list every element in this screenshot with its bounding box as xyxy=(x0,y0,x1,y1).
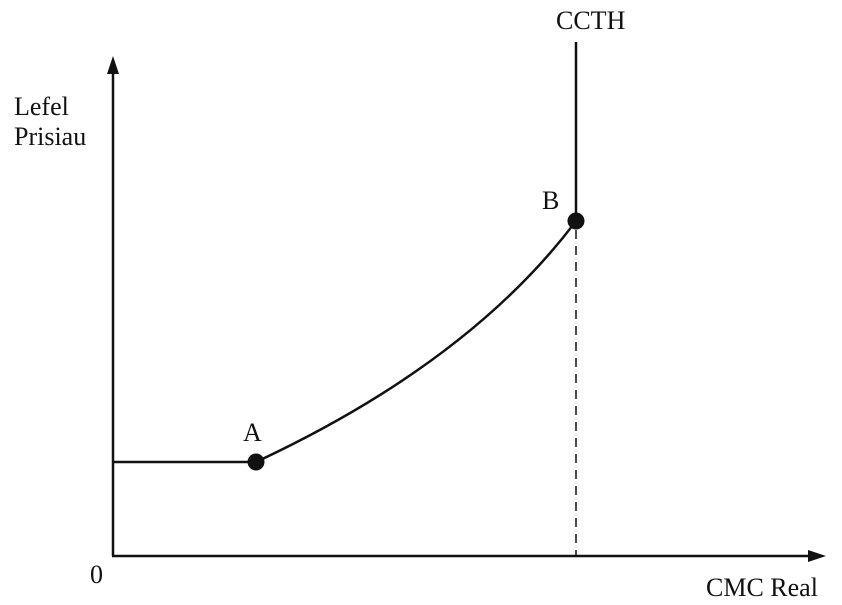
y-axis-label-line2: Prisiau xyxy=(14,122,87,151)
x-axis-label: CMC Real xyxy=(706,573,818,602)
point-a-label: A xyxy=(243,418,262,447)
point-b-marker xyxy=(567,212,585,230)
origin-label: 0 xyxy=(90,560,103,589)
curve-rising-segment xyxy=(255,220,577,464)
point-b-label: B xyxy=(542,186,560,215)
curve-label: CCTH xyxy=(556,6,626,35)
y-axis-arrowhead xyxy=(107,56,119,74)
y-axis-label-line1: Lefel xyxy=(14,92,69,121)
point-a-marker xyxy=(247,453,265,471)
x-axis-arrowhead xyxy=(808,550,826,562)
